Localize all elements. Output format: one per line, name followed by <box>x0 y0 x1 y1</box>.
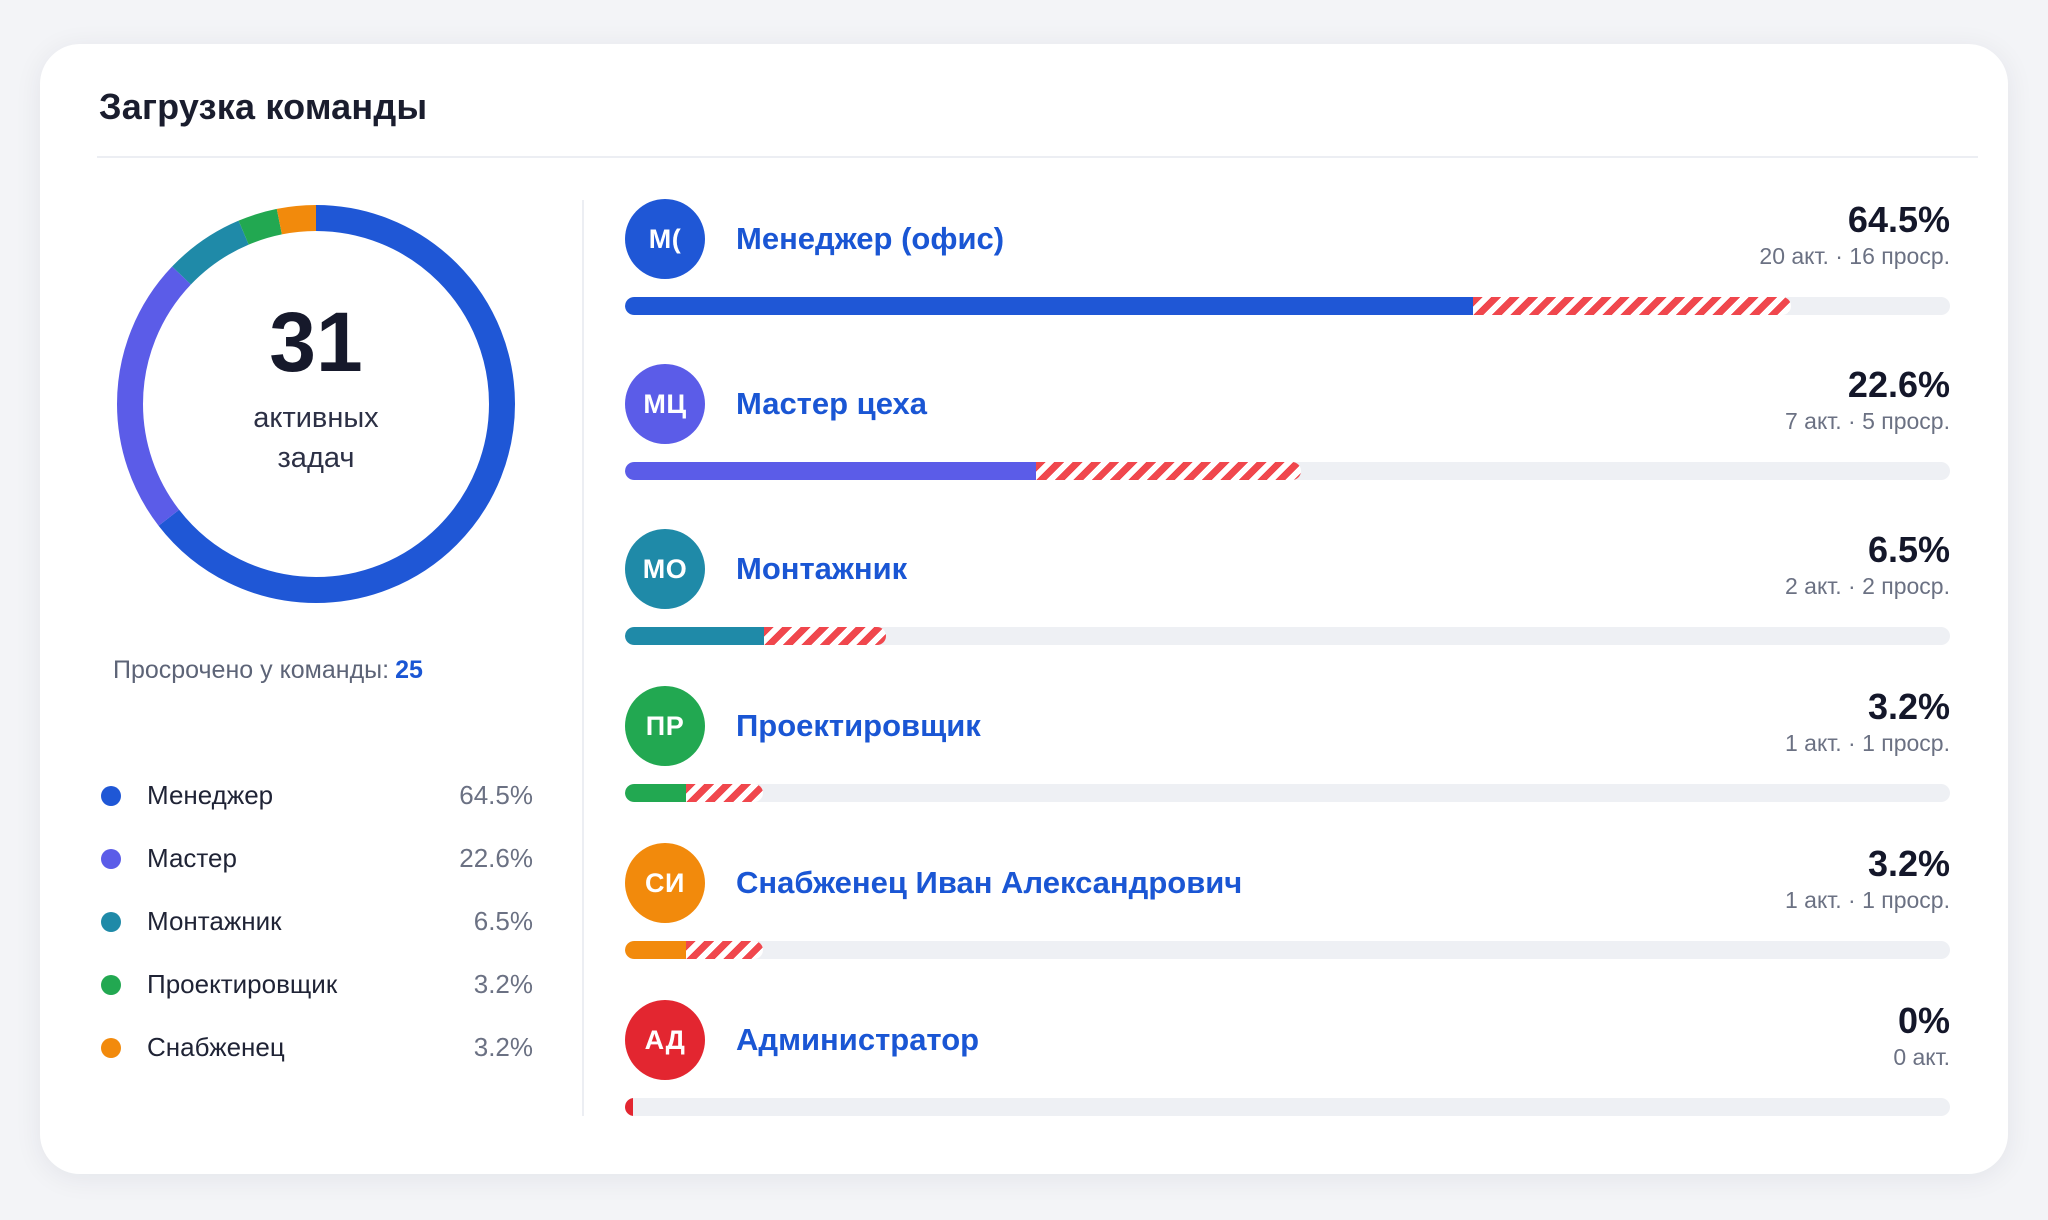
legend-item: Монтажник 6.5% <box>101 890 533 953</box>
legend-label: Снабженец <box>147 1032 285 1062</box>
donut-segment-supplier <box>117 205 515 603</box>
load-bar <box>625 462 1950 480</box>
legend-label: Мастер <box>147 843 237 873</box>
load-bar <box>625 1098 1950 1116</box>
legend-value: 3.2% <box>473 969 533 999</box>
legend-value: 6.5% <box>473 906 533 936</box>
card-title: Загрузка команды <box>99 86 428 127</box>
legend-value: 64.5% <box>459 780 533 810</box>
active-bar-segment <box>625 462 1036 480</box>
donut-segment-master <box>117 205 515 603</box>
active-bar-segment <box>625 627 764 645</box>
team-load-card: Загрузка команды 31 активных задач Проср… <box>40 44 2008 1174</box>
legend-label: Монтажник <box>147 906 282 936</box>
legend-value: 22.6% <box>459 843 533 873</box>
legend-label: Проектировщик <box>147 969 338 999</box>
member-name[interactable]: Снабженец Иван Александрович <box>736 865 1243 900</box>
load-bar <box>625 627 1950 645</box>
member-percent: 64.5% <box>1847 199 1950 240</box>
legend-value: 3.2% <box>473 1032 533 1062</box>
load-bar <box>625 297 1950 315</box>
load-bar <box>625 784 1950 802</box>
avatar: СИ <box>625 843 705 923</box>
member-row-manager[interactable]: М( Менеджер (офис) 64.5% 20 акт. · 16 пр… <box>625 199 1950 339</box>
overdue-label: Просрочено у команды: <box>113 656 390 684</box>
legend-dot <box>101 911 121 932</box>
active-tasks-count: 31 <box>269 295 363 389</box>
legend-label: Менеджер <box>147 780 274 810</box>
overdue-count: 25 <box>395 656 423 684</box>
member-percent: 22.6% <box>1847 364 1950 405</box>
member-name[interactable]: Проектировщик <box>736 708 981 743</box>
member-stats: 20 акт. · 16 проср. <box>1759 243 1950 269</box>
member-row-supplier[interactable]: СИ Снабженец Иван Александрович 3.2% 1 а… <box>625 843 1950 983</box>
member-stats: 1 акт. · 1 проср. <box>1784 887 1950 913</box>
active-bar-segment <box>625 941 686 959</box>
member-stats: 7 акт. · 5 проср. <box>1784 408 1950 434</box>
avatar: М( <box>625 199 705 279</box>
legend-item: Менеджер 64.5% <box>101 764 533 827</box>
member-row-workshop-master[interactable]: МЦ Мастер цеха 22.6% 7 акт. · 5 проср. <box>625 364 1950 504</box>
title-divider <box>97 156 1978 158</box>
overdue-bar-segment <box>686 941 763 959</box>
donut-center: 31 активных задач <box>112 200 520 608</box>
member-row-administrator[interactable]: АД Администратор 0% 0 акт. <box>625 1000 1950 1140</box>
legend-dot <box>101 848 121 869</box>
team-overdue-summary: Просрочено у команды: 25 <box>113 656 423 685</box>
avatar: АД <box>625 1000 705 1080</box>
member-percent: 0% <box>1897 1000 1950 1041</box>
legend-item: Проектировщик 3.2% <box>101 953 533 1016</box>
member-percent: 3.2% <box>1867 843 1950 884</box>
member-percent: 3.2% <box>1867 686 1950 727</box>
legend-dot <box>101 785 121 806</box>
legend-dot <box>101 1037 121 1058</box>
avatar: МО <box>625 529 705 609</box>
donut-svg <box>117 205 515 603</box>
avatar: МЦ <box>625 364 705 444</box>
tasks-donut-chart: 31 активных задач <box>112 200 520 608</box>
member-row-installer[interactable]: МО Монтажник 6.5% 2 акт. · 2 проср. <box>625 529 1950 669</box>
overdue-bar-segment <box>1036 462 1301 480</box>
overdue-bar-segment <box>764 627 886 645</box>
legend-item: Мастер 22.6% <box>101 827 533 890</box>
active-tasks-caption: активных задач <box>253 402 379 474</box>
member-stats: 0 акт. <box>1893 1044 1950 1070</box>
overdue-bar-segment <box>686 784 763 802</box>
member-stats: 1 акт. · 1 проср. <box>1784 730 1950 756</box>
member-stats: 2 акт. · 2 проср. <box>1784 573 1950 599</box>
role-legend: Менеджер 64.5% Мастер 22.6% Монтажник 6.… <box>101 764 533 1079</box>
active-bar-segment <box>625 297 1473 315</box>
avatar: ПР <box>625 686 705 766</box>
overdue-bar-segment <box>1473 297 1791 315</box>
load-bar <box>625 941 1950 959</box>
member-name[interactable]: Монтажник <box>736 551 908 586</box>
member-row-designer[interactable]: ПР Проектировщик 3.2% 1 акт. · 1 проср. <box>625 686 1950 826</box>
legend-dot <box>101 974 121 995</box>
member-name[interactable]: Администратор <box>736 1022 980 1057</box>
member-name[interactable]: Менеджер (офис) <box>736 221 1005 256</box>
active-bar-segment <box>625 1098 633 1116</box>
member-percent: 6.5% <box>1867 529 1950 570</box>
column-divider <box>582 200 584 1116</box>
member-name[interactable]: Мастер цеха <box>736 386 928 421</box>
legend-item: Снабженец 3.2% <box>101 1016 533 1079</box>
active-bar-segment <box>625 784 686 802</box>
